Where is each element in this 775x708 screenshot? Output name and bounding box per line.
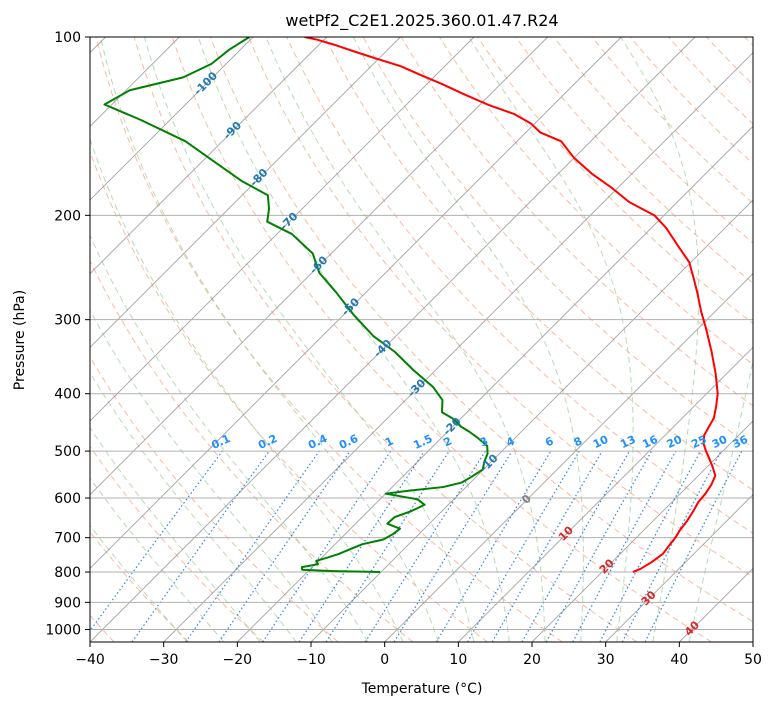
mixing-ratio-line: [572, 450, 677, 642]
moist-adiabat: [143, 37, 475, 642]
mixing-ratio-label: 20: [665, 433, 685, 451]
dry-adiabat: [95, 37, 563, 642]
x-tick-label: −20: [223, 652, 253, 668]
mixing-ratio-line: [218, 450, 351, 642]
isotherm-line: [90, 37, 401, 348]
isotherm-line: [458, 346, 753, 642]
y-axis-title: Pressure (hPa): [12, 290, 28, 390]
dry-adiabat: [90, 356, 339, 642]
x-tick-label: 40: [670, 652, 688, 668]
moist-adiabat: [90, 137, 404, 642]
moist-adiabat: [90, 426, 261, 642]
mixing-ratio-line: [325, 450, 450, 642]
y-tick-label: 100: [54, 30, 81, 46]
moist-adiabat: [197, 37, 510, 642]
moist-adiabat: [90, 308, 333, 642]
isotherm-line: [237, 125, 753, 642]
mixing-ratio-label: 13: [618, 433, 637, 451]
mixing-ratio-label: 36: [731, 433, 751, 451]
dry-adiabat: [515, 37, 753, 284]
background-lines: [90, 37, 753, 642]
x-tick-label: −10: [296, 652, 326, 668]
dry-adiabat: [324, 37, 753, 491]
x-tick-label: 50: [744, 652, 762, 668]
y-tick-label: 800: [54, 565, 81, 581]
dry-adiabat: [90, 445, 264, 642]
dry-adiabat: [210, 37, 753, 623]
moist-adiabat: [90, 234, 369, 642]
moist-adiabat: [265, 37, 546, 642]
y-tick-label: 900: [54, 595, 81, 611]
y-tick-label: 1000: [45, 622, 81, 638]
mixing-ratio-line: [298, 450, 425, 642]
temperature-line: [304, 37, 719, 573]
isotherm-line: [90, 37, 548, 496]
isotherm-line: [90, 37, 327, 275]
x-tick-label: 10: [449, 652, 467, 668]
isotherm-line: [90, 37, 475, 422]
x-tick-label: 20: [523, 652, 541, 668]
x-tick-label: 0: [380, 652, 389, 668]
mixing-ratio-label: 25: [689, 433, 708, 451]
mixing-ratio-line: [185, 450, 320, 642]
moist-adiabat: [100, 37, 439, 642]
dry-adiabat: [248, 37, 753, 578]
pressure-gridlines: [90, 37, 753, 630]
mixing-ratio-line: [393, 450, 513, 642]
moist-adiabat: [90, 371, 297, 642]
axes: −40 −30 −20 −10 0 10 20 30 40 50 100 200 300 400 500 60…: [45, 30, 762, 668]
isotherm-line: [531, 420, 753, 642]
dry-adiabat: [171, 37, 712, 642]
moist-adiabat: [688, 358, 753, 642]
x-axis-title: Temperature (°C): [361, 681, 483, 697]
plot-frame: [89, 36, 754, 643]
dry-adiabat: [90, 259, 414, 642]
moist-adiabat: [90, 524, 188, 642]
y-tick-label: 500: [54, 444, 81, 460]
isotherm-line: [310, 199, 753, 642]
isotherm-line: [605, 494, 753, 642]
x-tick-label: 30: [597, 652, 615, 668]
dewpoint-line: [103, 37, 489, 574]
profile-series: [103, 37, 719, 574]
isotherm-line: [90, 37, 254, 201]
chart-title: wetPf2_C2E1.2025.360.01.47.R24: [285, 11, 558, 31]
mixing-ratio-line: [262, 450, 392, 642]
y-tick-label: 300: [54, 313, 81, 329]
mixing-ratio-line: [545, 450, 653, 642]
isotherm-line: [163, 52, 753, 642]
x-tick-label: −30: [149, 652, 179, 668]
isotherm-line: [90, 37, 696, 642]
mixing-ratio-label: 10: [591, 433, 611, 451]
dry-adiabat: [286, 37, 753, 534]
moist-adiabat: [352, 37, 584, 642]
mixing-ratio-line: [644, 450, 743, 642]
mixing-ratio-label: 30: [710, 433, 730, 451]
moist-adiabat: [90, 477, 225, 642]
mixing-ratio-line: [90, 450, 223, 632]
mixing-ratio-label: 16: [640, 433, 660, 451]
isotherm-line: [384, 273, 753, 642]
y-tick-label: 400: [54, 387, 81, 403]
y-tick-label: 200: [54, 208, 81, 224]
isotherm-line: [90, 37, 622, 569]
moist-adiabat: [620, 37, 700, 642]
x-tick-label: −40: [75, 652, 105, 668]
mixing-ratio-line: [521, 450, 631, 642]
mixing-ratio-line: [131, 450, 270, 642]
y-tick-label: 700: [54, 531, 81, 547]
y-tick-label: 600: [54, 491, 81, 507]
